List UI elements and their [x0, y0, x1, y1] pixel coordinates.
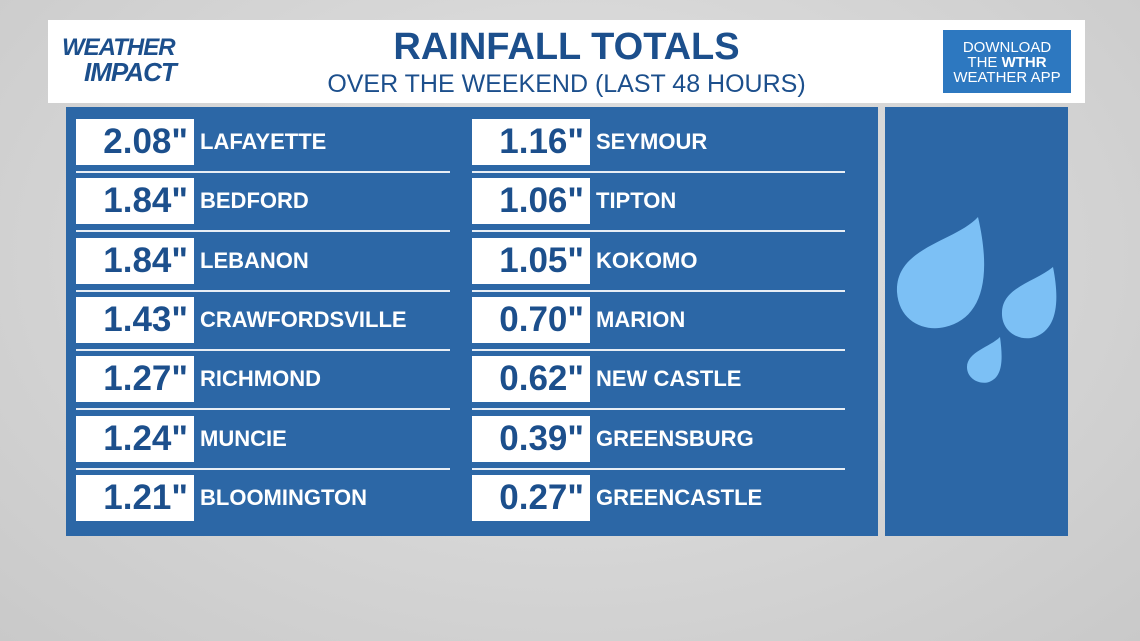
rain-amount: 0.27"	[472, 474, 590, 521]
city-name: TIPTON	[596, 188, 677, 214]
rain-amount: 1.27"	[76, 356, 194, 403]
row-separator	[472, 171, 845, 173]
row-separator	[76, 408, 450, 411]
row-separator	[76, 289, 450, 292]
row-separator	[472, 289, 845, 292]
city-name: CRAWFORDSVILLE	[200, 306, 407, 332]
rain-amount: 1.06"	[472, 178, 590, 225]
row-separator	[472, 348, 845, 351]
subtitle: OVER THE WEEKEND (LAST 48 HOURS)	[327, 70, 806, 98]
city-name: SEYMOUR	[596, 129, 708, 154]
logo-text: WEATHER	[62, 34, 176, 61]
city-name: RICHMOND	[200, 366, 321, 392]
title: RAINFALL TOTALS	[393, 26, 740, 68]
promo-text: DOWNLOAD	[962, 39, 1052, 56]
rain-amount: 1.43"	[76, 296, 194, 343]
city-name: BEDFORD	[200, 188, 309, 214]
rain-amount: 1.16"	[472, 119, 590, 165]
city-name: LEBANON	[200, 247, 309, 273]
city-name: BLOOMINGTON	[200, 484, 368, 510]
city-name: NEW CASTLE	[596, 366, 742, 392]
rain-amount: 0.39"	[472, 415, 590, 462]
header: WEATHER IMPACT RAINFALL TOTALS OVER THE …	[48, 20, 1085, 103]
rain-amount: 1.24"	[76, 415, 194, 462]
city-name: MARION	[596, 306, 686, 332]
raindrops	[896, 217, 1057, 383]
city-name: KOKOMO	[596, 247, 698, 273]
row-separator	[76, 467, 450, 470]
promo-text: WTHR	[1001, 54, 1047, 71]
city-name: MUNCIE	[200, 425, 287, 451]
raindrop	[967, 337, 1002, 383]
rain-amount: 2.08"	[76, 119, 194, 165]
row-separator	[472, 230, 845, 233]
raindrop	[1001, 267, 1057, 339]
rain-amount: 0.62"	[472, 356, 590, 403]
row-separator	[472, 408, 845, 411]
rain-amount: 1.21"	[76, 474, 194, 521]
city-name: GREENCASTLE	[596, 484, 763, 510]
raindrop	[896, 217, 985, 329]
rain-amount: 1.84"	[76, 178, 194, 225]
promo-text: WEATHER APP	[953, 69, 1061, 86]
city-name: LAFAYETTE	[200, 129, 327, 154]
app-promo[interactable]: DOWNLOAD THE WTHR WEATHER APP	[943, 30, 1071, 93]
row-separator	[76, 348, 450, 351]
row-separator	[472, 467, 845, 470]
row-separator	[76, 171, 450, 173]
rain-amount: 1.84"	[76, 237, 194, 284]
logo: WEATHER IMPACT	[62, 34, 177, 87]
rain-amount: 1.05"	[472, 237, 590, 284]
side-panel	[885, 107, 1068, 536]
logo-text: IMPACT	[84, 57, 177, 87]
rain-amount: 0.70"	[472, 296, 590, 343]
row-separator	[76, 230, 450, 233]
promo-line: THE WTHR	[943, 55, 1071, 70]
promo-text: THE	[967, 54, 998, 71]
city-name: GREENSBURG	[596, 425, 754, 451]
